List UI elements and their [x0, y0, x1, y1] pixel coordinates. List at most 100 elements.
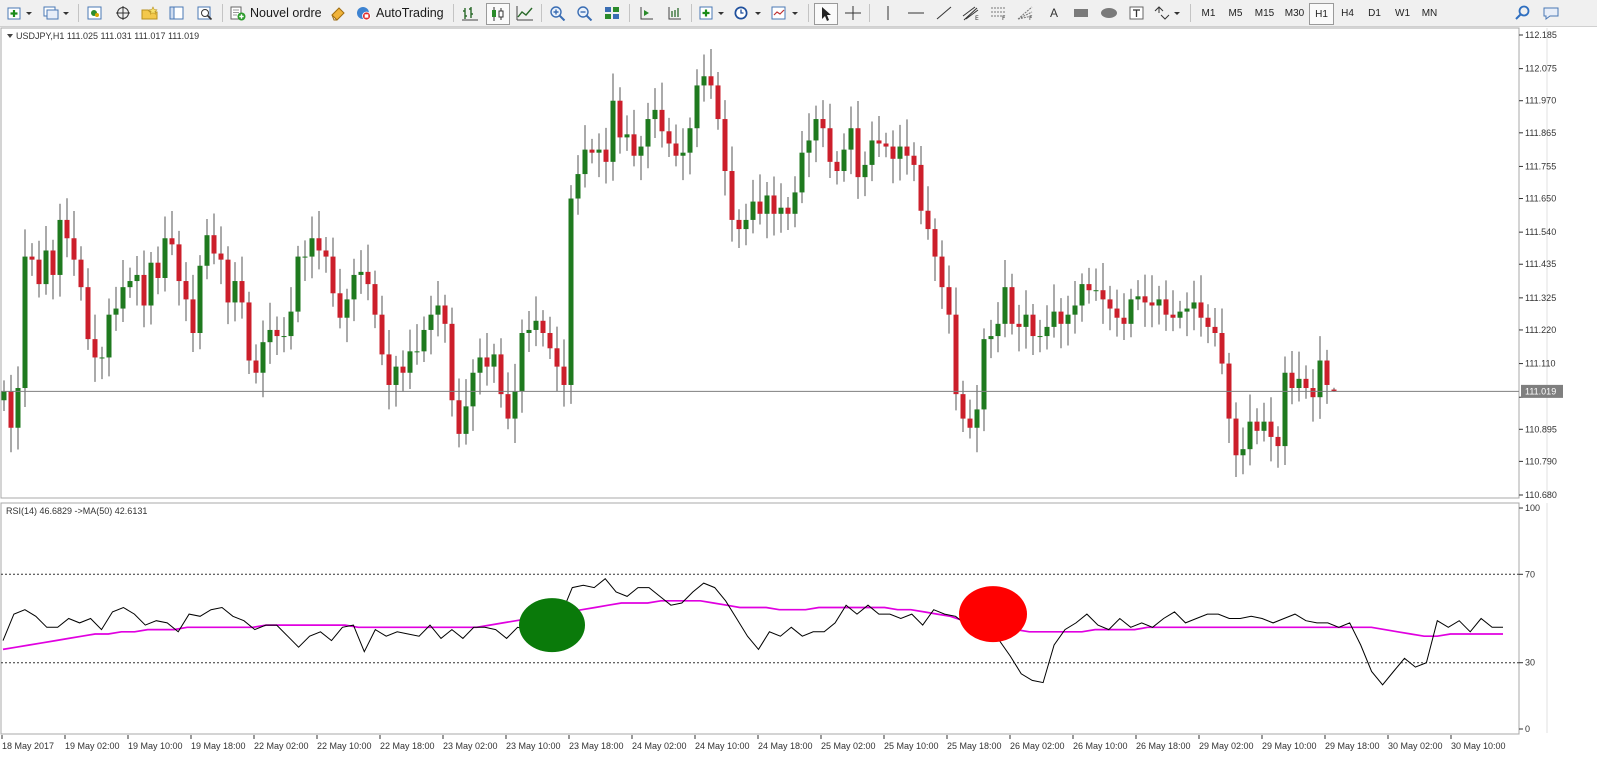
- ellipse-button[interactable]: [1098, 3, 1120, 23]
- candle-body: [386, 354, 392, 385]
- candle-body: [491, 354, 497, 367]
- crosshair-tool-button[interactable]: [842, 3, 864, 23]
- data-window-button[interactable]: [112, 3, 134, 23]
- candle-body: [141, 274, 147, 306]
- candle-body: [1135, 296, 1141, 300]
- timeframe-h4[interactable]: H4: [1335, 3, 1360, 23]
- rsi-axis: 100 70 30 0: [1519, 503, 1540, 734]
- candle-body: [442, 305, 448, 324]
- rsi-tick-label: 100: [1525, 503, 1540, 513]
- candle-body: [484, 357, 490, 367]
- strategy-tester-button[interactable]: [194, 3, 216, 23]
- timeframe-d1[interactable]: D1: [1362, 3, 1387, 23]
- candle-body: [120, 287, 126, 309]
- candle-body: [1016, 323, 1022, 327]
- equidistant-channel-button[interactable]: E: [960, 3, 982, 23]
- timeframe-m1-label: M1: [1201, 7, 1216, 19]
- periods-button[interactable]: [733, 3, 765, 23]
- metaeditor-button[interactable]: [328, 3, 348, 23]
- templates-button[interactable]: [770, 3, 802, 23]
- candle-body: [337, 293, 343, 318]
- candle-body: [960, 394, 966, 419]
- new-order-button[interactable]: Nouvel ordre: [229, 3, 323, 23]
- candlestick-button[interactable]: [486, 3, 510, 25]
- navigator-button[interactable]: [139, 3, 161, 23]
- candle-body: [512, 391, 518, 419]
- terminal-button[interactable]: [166, 3, 188, 23]
- tile-windows-button[interactable]: [601, 3, 623, 23]
- candle-body: [449, 323, 455, 401]
- timeframe-w1[interactable]: W1: [1390, 3, 1415, 23]
- text-label-button[interactable]: [1126, 3, 1148, 23]
- timeframe-m1[interactable]: M1: [1196, 3, 1221, 23]
- rectangle-button[interactable]: [1070, 3, 1092, 23]
- trendline-button[interactable]: [933, 3, 955, 23]
- candle-body: [743, 219, 749, 230]
- text-tool-button[interactable]: A: [1043, 3, 1065, 23]
- candle-body: [92, 339, 98, 358]
- timeframe-mn[interactable]: MN: [1417, 3, 1442, 23]
- zoom-in-button[interactable]: [547, 3, 569, 23]
- rsi-panel[interactable]: RSI(14) 46.6829 ->MA(50) 42.6131 100 70 30…: [0, 502, 1597, 735]
- candle-body: [197, 265, 203, 334]
- new-order-label: Nouvel ordre: [250, 6, 322, 20]
- candle-body: [344, 299, 350, 318]
- autotrading-button[interactable]: AutoTrading: [355, 3, 447, 23]
- price-chart[interactable]: USDJPY,H1 111.025 111.031 111.017 111.01…: [0, 27, 1597, 500]
- candle-body: [295, 256, 301, 312]
- cursor-arrow-icon: [822, 7, 831, 21]
- bar-chart-button[interactable]: [459, 3, 481, 23]
- new-chart-button[interactable]: [6, 3, 36, 23]
- timeframe-m30[interactable]: M30: [1280, 3, 1309, 23]
- candle-body: [1191, 302, 1197, 309]
- profiles-button[interactable]: [42, 3, 72, 23]
- candle-body: [190, 299, 196, 334]
- candle-body: [589, 149, 595, 153]
- vertical-line-button[interactable]: [877, 3, 899, 23]
- candle-body: [953, 314, 959, 395]
- time-tick-label: 22 May 10:00: [317, 741, 372, 751]
- chart-shift-button[interactable]: [664, 3, 686, 23]
- auto-scroll-button[interactable]: [636, 3, 658, 23]
- line-chart-button[interactable]: [514, 3, 536, 23]
- candle-body: [925, 210, 931, 230]
- candle-body: [918, 164, 924, 211]
- timeframe-m5[interactable]: M5: [1223, 3, 1248, 23]
- candle-body: [358, 271, 364, 275]
- candle-body: [1310, 388, 1316, 398]
- community-button[interactable]: [1540, 3, 1562, 23]
- time-tick-label: 24 May 02:00: [632, 741, 687, 751]
- candle-body: [715, 85, 721, 120]
- candle-body: [1233, 418, 1239, 456]
- candle-body: [1058, 311, 1064, 324]
- candle-body: [1240, 449, 1246, 456]
- zoom-out-button[interactable]: [574, 3, 596, 23]
- candle-body: [981, 339, 987, 410]
- candle-body: [687, 128, 693, 153]
- fibonacci-button[interactable]: F: [988, 3, 1010, 23]
- horizontal-line-button[interactable]: [905, 3, 927, 23]
- indicators-button[interactable]: [698, 3, 728, 23]
- candle-body: [351, 274, 357, 300]
- candle-body: [1163, 299, 1169, 315]
- candle-body: [1079, 284, 1085, 306]
- speech-bubble-icon: [1543, 7, 1559, 20]
- bar-chart-icon: [462, 7, 478, 21]
- search-button[interactable]: [1512, 3, 1534, 23]
- fibonacci-icon: F: [991, 7, 1006, 21]
- candle-body: [428, 314, 434, 330]
- market-watch-button[interactable]: [84, 3, 106, 23]
- arrows-button[interactable]: [1152, 3, 1184, 23]
- candle-body: [232, 281, 238, 303]
- metaeditor-icon: [331, 7, 345, 21]
- fibo-fan-button[interactable]: F: [1015, 3, 1037, 23]
- candle-body: [1317, 360, 1323, 398]
- candle-body: [309, 238, 315, 257]
- timeframe-m15[interactable]: M15: [1250, 3, 1279, 23]
- candle-body: [813, 119, 819, 141]
- current-price-box: 111.019: [1521, 384, 1563, 398]
- cursor-tool-button[interactable]: [814, 3, 838, 25]
- timeframe-h1[interactable]: H1: [1309, 3, 1334, 25]
- chart-menu-triangle-icon[interactable]: [7, 34, 13, 38]
- time-tick-label: 24 May 10:00: [695, 741, 750, 751]
